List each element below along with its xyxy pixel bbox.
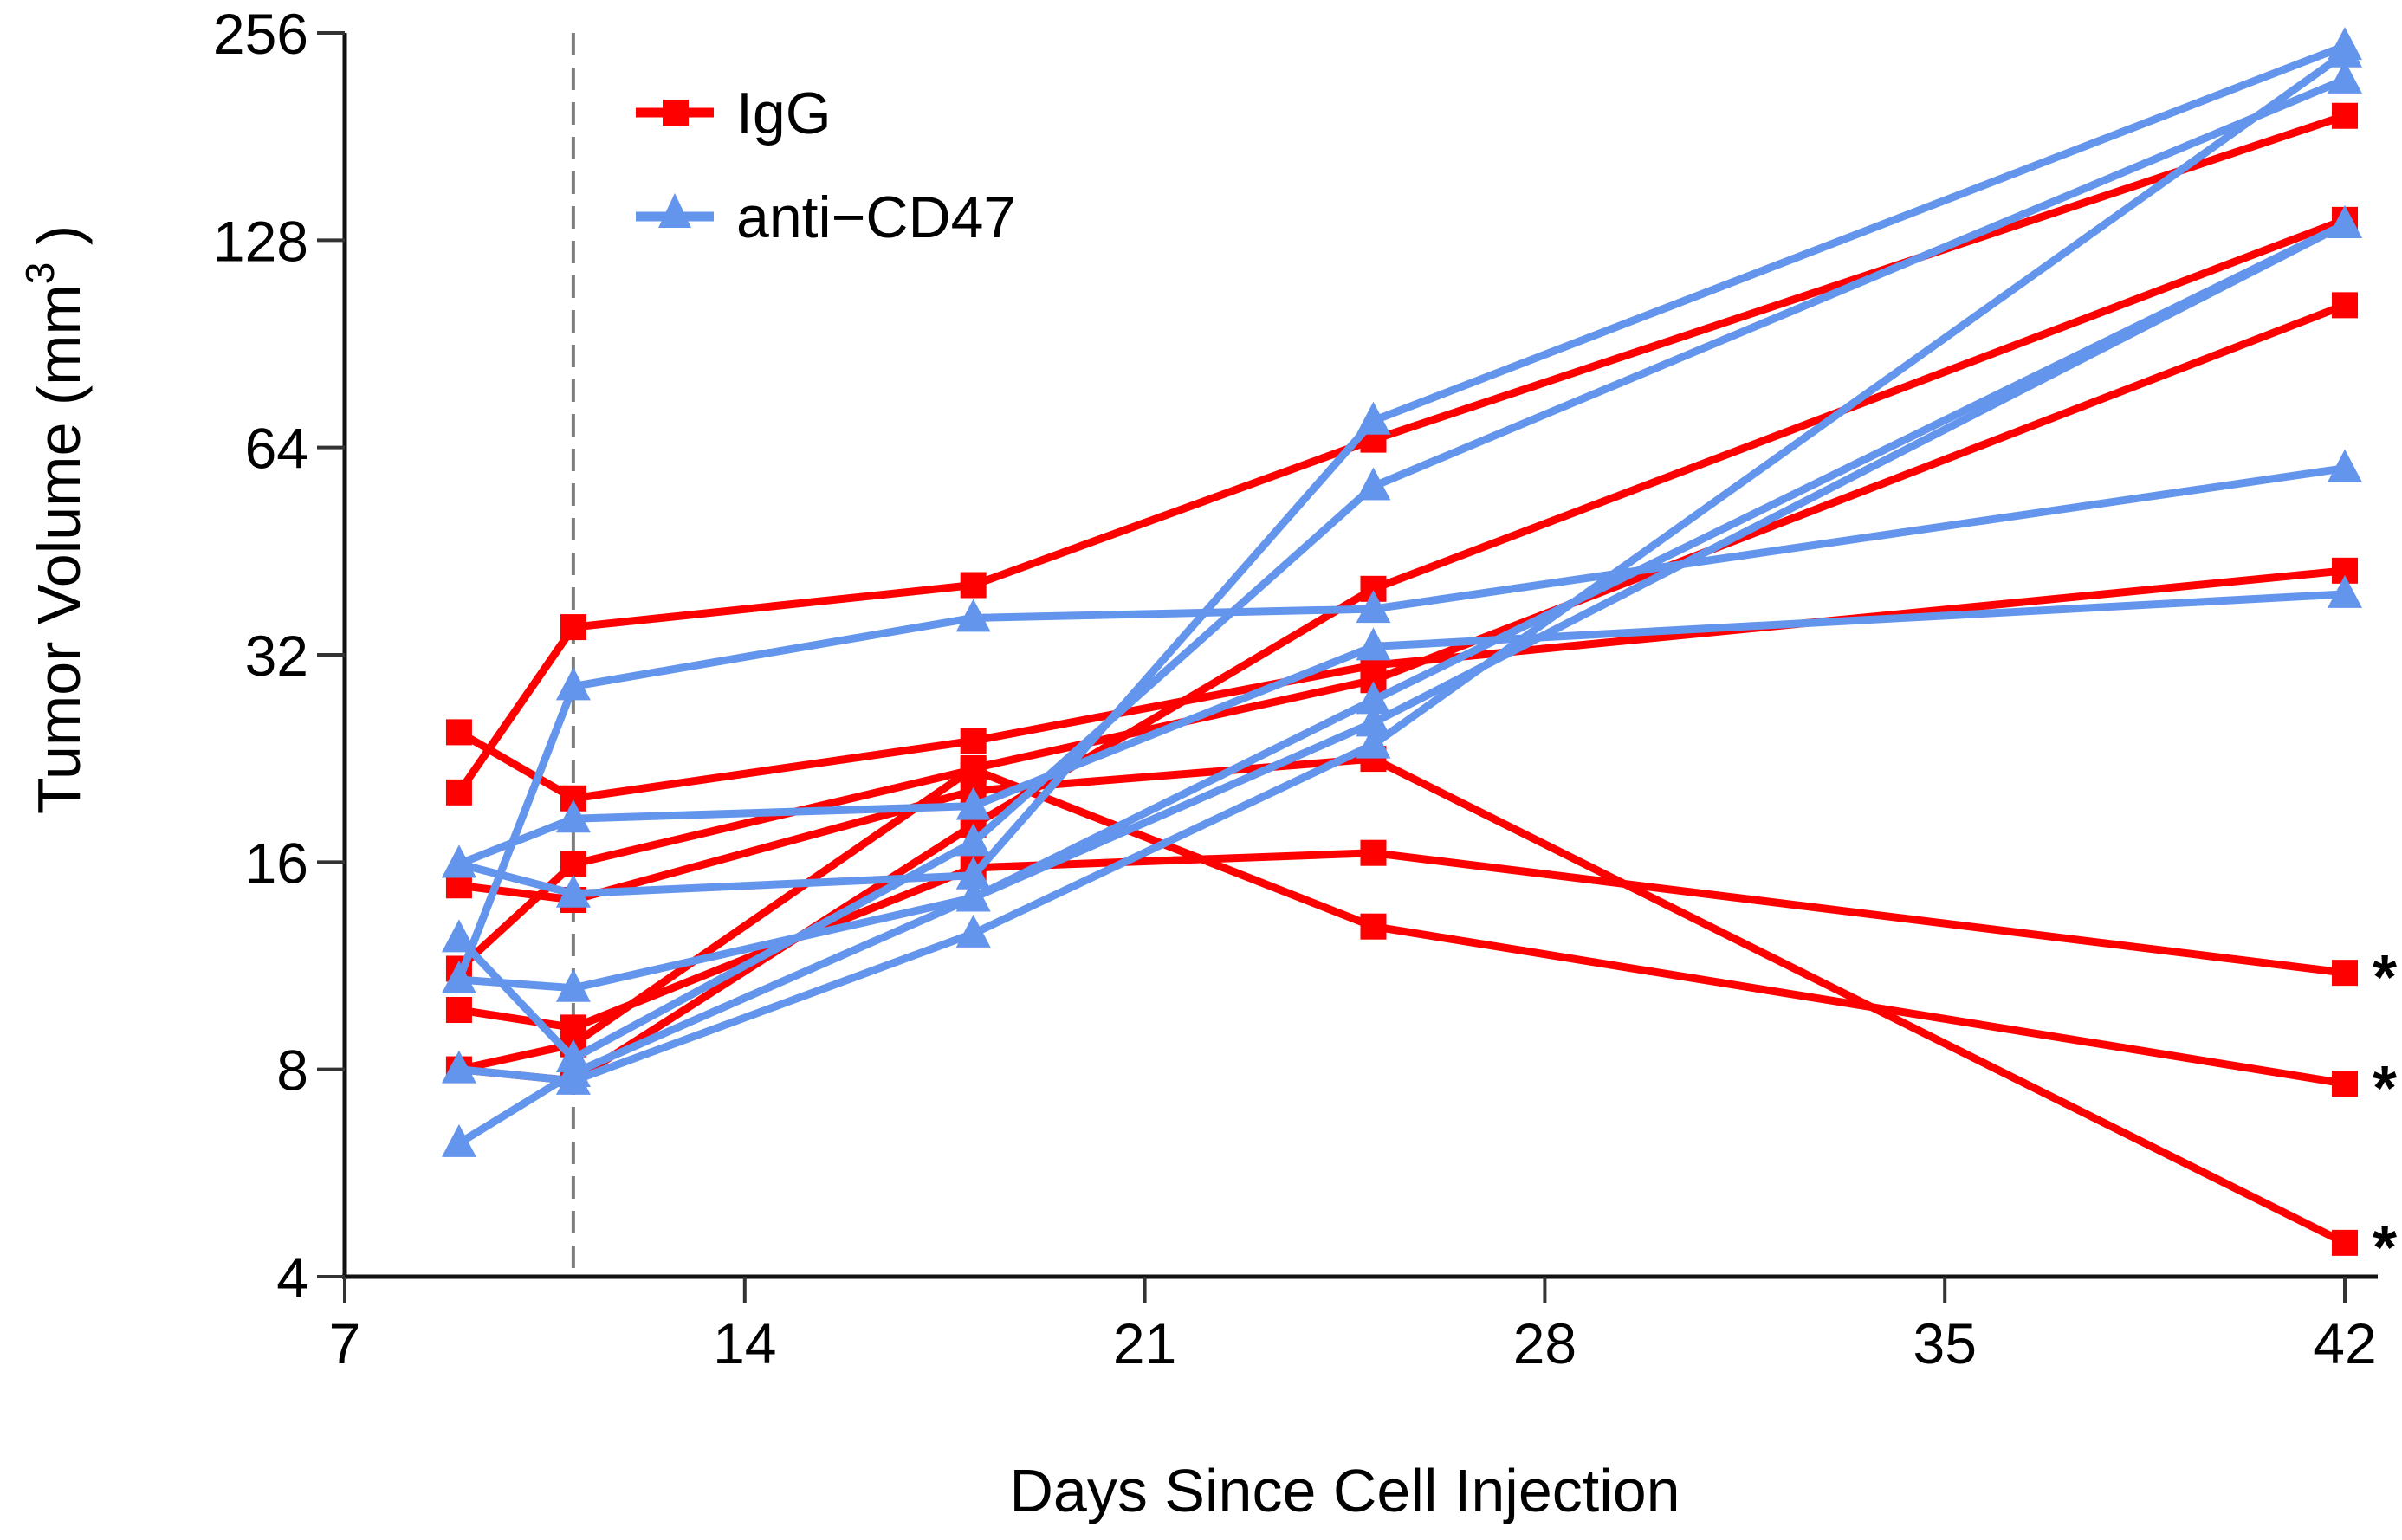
y-tick-label: 64 [245,417,308,481]
legend-square-marker-icon [663,100,689,126]
triangle-marker [1356,467,1391,501]
y-ticks: 4 8 16 32 64 128 256 [213,2,345,1310]
triangle-marker [555,968,591,1002]
y-tick-label: 16 [245,831,308,895]
triangle-marker [555,799,591,833]
series-anti-cd47-10 [441,60,2362,1072]
y-tick-label: 32 [245,624,308,688]
square-marker [560,851,586,877]
x-tick-label: 21 [1113,1311,1176,1375]
square-marker [445,719,472,746]
legend-item-igg: IgG [636,81,832,146]
square-marker [445,997,472,1024]
triangle-marker [1356,703,1391,737]
square-marker [2332,102,2358,129]
triangle-marker [955,914,991,948]
triangle-marker [441,961,476,994]
x-tick-label: 35 [1913,1311,1976,1375]
annotations: * * * [2373,943,2397,1283]
y-axis-title-main: Tumor Volume (mm [25,284,93,814]
square-marker [2332,1071,2358,1097]
series-igg-0 [445,102,2358,806]
legend: IgG anti−CD47 [636,81,1016,250]
triangle-marker [441,1050,476,1084]
square-marker [960,728,987,754]
significance-asterisk: * [2373,1213,2397,1283]
legend-label-anti-cd47: anti−CD47 [736,184,1016,250]
series-line [457,42,2347,898]
x-tick-label: 14 [713,1311,776,1375]
significance-asterisk: * [2373,943,2397,1013]
legend-triangle-marker-icon [658,193,691,228]
triangle-marker [1356,681,1391,715]
triangle-marker [955,599,991,632]
legend-label-igg: IgG [736,81,832,146]
series-layer [441,27,2362,1256]
y-axis-title-suffix: ) [25,225,93,262]
x-axis-title: Days Since Cell Injection [1009,1457,1680,1524]
y-tick-label: 256 [213,2,308,66]
triangle-marker [441,844,476,878]
square-marker [960,754,987,781]
y-axis-title-superscript: 3 [17,262,62,285]
square-marker [2332,292,2358,319]
square-marker [2332,960,2358,987]
y-tick-label: 128 [213,209,308,273]
triangle-marker [1356,590,1391,624]
triangle-marker [1356,401,1391,435]
triangle-marker [2328,574,2362,608]
x-tick-label: 42 [2313,1311,2376,1375]
square-marker [445,779,472,806]
triangle-marker [955,823,991,857]
series-igg-3 [445,756,2358,1097]
x-tick-label: 28 [1513,1311,1577,1375]
series-anti-cd47-13 [441,204,2362,1157]
x-ticks: 7 14 21 28 35 42 [329,1277,2377,1375]
triangle-marker [555,1054,591,1088]
triangle-marker [1356,725,1391,759]
square-marker [1360,913,1387,940]
triangle-marker [955,786,991,820]
x-tick-label: 7 [329,1311,361,1375]
triangle-marker [2328,204,2362,238]
triangle-marker [2328,34,2362,68]
square-marker [560,614,586,641]
square-marker [2332,1229,2358,1256]
triangle-marker [555,874,591,908]
triangle-marker [555,667,591,701]
y-axis-title: Tumor Volume (mm3 ) [17,225,93,814]
triangle-marker [1356,627,1391,661]
y-tick-label: 8 [276,1039,308,1103]
square-marker [1360,839,1387,866]
triangle-marker [441,1123,476,1157]
triangle-marker [441,919,476,953]
triangle-marker [955,856,991,890]
y-tick-label: 4 [276,1246,308,1310]
significance-asterisk: * [2373,1054,2397,1123]
triangle-marker [955,878,991,912]
triangle-marker [2328,60,2362,94]
legend-item-anti-cd47: anti−CD47 [636,184,1016,250]
square-marker [960,572,987,599]
series-igg-4 [445,839,2358,1041]
triangle-marker [2328,449,2362,482]
